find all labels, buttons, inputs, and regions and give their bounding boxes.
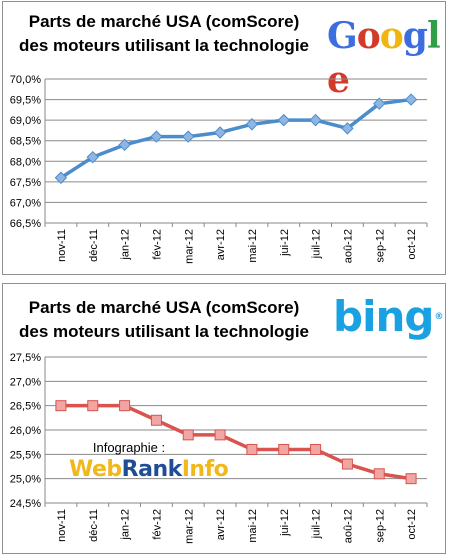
data-point bbox=[310, 443, 322, 455]
google-chart-panel: Parts de marché USA (comScore) des moteu… bbox=[2, 1, 446, 275]
bing-title-line-2: des moteurs utilisant la technologie bbox=[19, 322, 309, 341]
google-logo-letter: o bbox=[379, 15, 404, 57]
y-tick-label: 27,0% bbox=[10, 376, 41, 388]
data-point bbox=[405, 473, 417, 485]
x-tick-label: avr-12 bbox=[215, 229, 227, 260]
data-point bbox=[341, 458, 353, 470]
google-line-chart: 66,5% 67,0% 67,5% 68,0% 68,5% 69,0% 69,5% 70,0%… bbox=[10, 74, 428, 264]
data-point bbox=[118, 138, 131, 152]
x-tick-label: oct-12 bbox=[406, 509, 418, 540]
google-logo-letter: o bbox=[356, 15, 381, 57]
x-tick-label: juil-12 bbox=[311, 509, 323, 539]
x-tick-label: aoû-12 bbox=[342, 229, 354, 263]
data-point bbox=[119, 400, 131, 412]
bing-logo-text: bing bbox=[333, 292, 434, 341]
x-tick-label: déc-11 bbox=[88, 509, 100, 542]
y-tick-label: 67,0% bbox=[10, 197, 41, 209]
data-point bbox=[150, 130, 163, 143]
x-tick-label: jan-12 bbox=[120, 509, 132, 541]
google-title-line-1: Parts de marché USA (comScore) bbox=[28, 12, 300, 31]
data-point bbox=[213, 126, 227, 139]
webrankinfo-watermark: Infographie : WebRankInfo bbox=[69, 440, 229, 484]
data-point bbox=[278, 443, 290, 455]
bing-line-chart: 24,5% 25,0% 25,5% 26,0% 26,5% 27,0% 27,5% nov-1… bbox=[10, 352, 428, 544]
data-point bbox=[182, 130, 195, 143]
x-tick-label: mai-12 bbox=[247, 509, 259, 543]
x-tick-label: sep-12 bbox=[374, 229, 386, 263]
data-point bbox=[150, 414, 162, 426]
x-tick-label: mar-12 bbox=[183, 509, 195, 544]
y-tick-label: 26,0% bbox=[10, 425, 41, 437]
registered-mark-icon: ® bbox=[434, 312, 443, 322]
google-logo: Googl e bbox=[327, 14, 445, 102]
data-point bbox=[246, 443, 258, 455]
watermark-label: Infographie : bbox=[92, 440, 166, 455]
x-tick-label: sep-12 bbox=[374, 509, 386, 543]
google-logo-letter: G bbox=[327, 15, 358, 57]
watermark-brand-rank: Rank bbox=[121, 457, 183, 482]
data-point bbox=[341, 122, 354, 135]
x-tick-label: jui-12 bbox=[279, 509, 291, 537]
x-tick-label: jan-12 bbox=[120, 229, 132, 261]
webrankinfo-logo: WebRankInfo bbox=[69, 456, 229, 484]
series-line bbox=[59, 97, 412, 180]
data-point bbox=[86, 150, 99, 164]
data-point bbox=[214, 429, 226, 441]
data-point bbox=[182, 429, 194, 441]
x-tick-label: déc-11 bbox=[88, 229, 100, 262]
y-tick-label: 27,5% bbox=[10, 352, 41, 364]
bing-logo: bing® bbox=[333, 292, 443, 341]
google-title-line-2: des moteurs utilisant la technologie bbox=[19, 36, 309, 55]
watermark-brand-info: Info bbox=[181, 457, 229, 482]
x-tick-label: juil-12 bbox=[311, 229, 323, 259]
y-tick-label: 69,0% bbox=[10, 115, 41, 127]
y-tick-label: 68,0% bbox=[10, 156, 41, 168]
google-logo-letter: g bbox=[402, 15, 428, 57]
data-point bbox=[277, 113, 290, 127]
x-tick-label: fév-12 bbox=[151, 229, 163, 260]
y-tick-label: 70,0% bbox=[10, 74, 41, 86]
data-point bbox=[373, 468, 385, 480]
y-tick-label: 69,5% bbox=[10, 95, 41, 107]
x-tick-label: avr-12 bbox=[215, 509, 227, 540]
x-tick-label: aoû-12 bbox=[342, 509, 354, 543]
google-logo-letter: e bbox=[327, 59, 350, 101]
y-tick-label: 25,0% bbox=[10, 474, 41, 486]
x-tick-label: jui-12 bbox=[279, 229, 291, 257]
x-tick-label: oct-12 bbox=[406, 229, 418, 260]
data-point bbox=[404, 93, 418, 106]
bing-title-line-1: Parts de marché USA (comScore) bbox=[28, 298, 300, 317]
y-tick-label: 68,5% bbox=[10, 136, 41, 148]
x-tick-label: mar-12 bbox=[183, 229, 195, 264]
y-tick-label: 25,5% bbox=[10, 449, 41, 461]
x-tick-label: mai-12 bbox=[247, 229, 259, 263]
data-point bbox=[55, 400, 67, 412]
watermark-brand-web: Web bbox=[69, 457, 122, 482]
x-tick-label: fév-12 bbox=[151, 509, 163, 540]
google-logo-letter: l bbox=[426, 15, 441, 57]
y-tick-label: 26,5% bbox=[10, 401, 41, 413]
bing-chart-title: Parts de marché USA (comScore) des moteu… bbox=[5, 296, 323, 344]
y-tick-label: 24,5% bbox=[10, 498, 41, 510]
data-point bbox=[87, 400, 99, 412]
y-tick-label: 66,5% bbox=[10, 218, 41, 230]
google-chart-title: Parts de marché USA (comScore) des moteu… bbox=[5, 10, 323, 58]
x-tick-label: nov-11 bbox=[56, 229, 68, 262]
data-point bbox=[309, 113, 322, 127]
y-tick-label: 67,5% bbox=[10, 177, 41, 189]
x-tick-label: nov-11 bbox=[56, 509, 68, 542]
data-point bbox=[54, 171, 68, 184]
data-point bbox=[245, 118, 259, 131]
data-point bbox=[373, 97, 386, 110]
bing-chart-panel: Parts de marché USA (comScore) des moteu… bbox=[2, 283, 446, 554]
